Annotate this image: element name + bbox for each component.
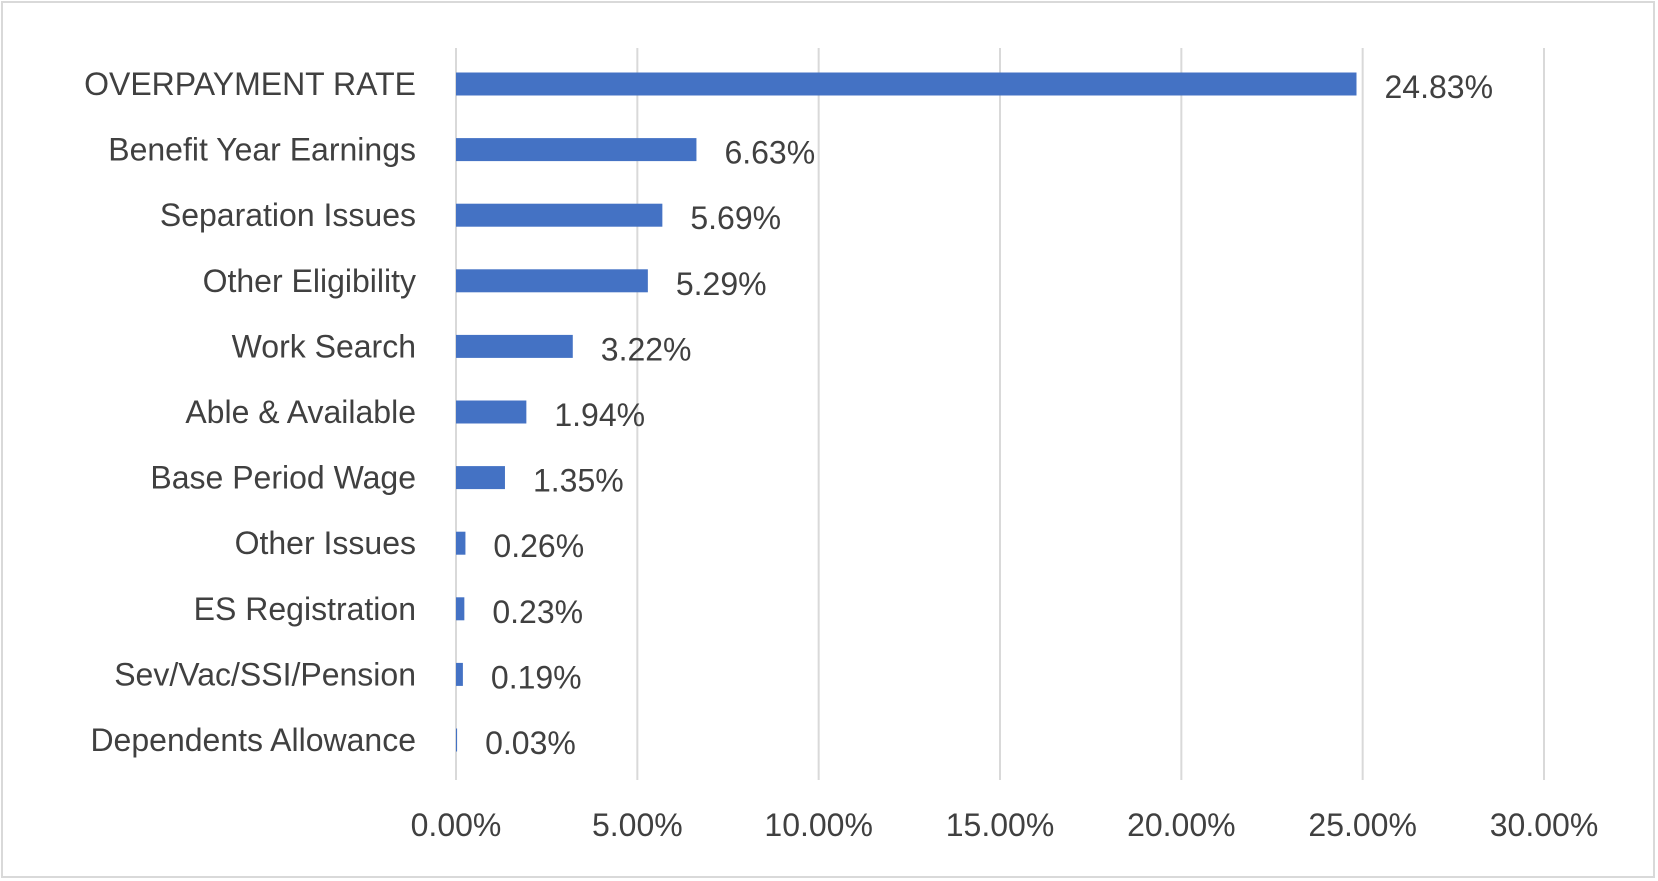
category-label: Other Eligibility [203, 263, 416, 299]
x-tick-label: 5.00% [592, 807, 683, 843]
data-label: 24.83% [1385, 69, 1494, 105]
data-label: 6.63% [724, 135, 815, 171]
bar [456, 334, 573, 358]
bar [456, 662, 463, 686]
gridlines [455, 48, 1545, 780]
x-tick-label: 15.00% [946, 807, 1055, 843]
category-label: Benefit Year Earnings [108, 132, 416, 168]
category-label: Work Search [232, 328, 416, 364]
x-tick-label: 25.00% [1308, 807, 1417, 843]
category-label: Able & Available [185, 394, 416, 430]
category-label: Base Period Wage [150, 460, 416, 496]
bars [456, 72, 1357, 752]
data-label: 1.35% [533, 463, 624, 499]
data-labels: 24.83% 6.63% 5.69% 5.29% 3.22% 1.94% 1.35% 0.26… [485, 69, 1493, 761]
bar [456, 203, 663, 227]
bar [456, 597, 465, 621]
data-label: 0.23% [492, 594, 583, 630]
category-label: Other Issues [235, 525, 416, 561]
data-label: 0.19% [491, 659, 582, 695]
bar [456, 138, 697, 162]
bar [456, 728, 458, 752]
data-label: 0.26% [493, 528, 584, 564]
bar [456, 269, 648, 293]
category-label: ES Registration [194, 591, 416, 627]
data-label: 5.69% [690, 200, 781, 236]
data-label: 0.03% [485, 725, 576, 761]
x-tick-label: 30.00% [1490, 807, 1599, 843]
category-label: OVERPAYMENT RATE [84, 66, 416, 102]
data-label: 1.94% [554, 397, 645, 433]
x-tick-label: 10.00% [764, 807, 873, 843]
data-label: 3.22% [601, 331, 692, 367]
bar [456, 531, 466, 555]
bar [456, 400, 527, 424]
category-label: Dependents Allowance [90, 722, 416, 758]
data-label: 5.29% [676, 266, 767, 302]
bar [456, 72, 1357, 96]
x-tick-label: 0.00% [411, 807, 502, 843]
category-label: Sev/Vac/SSI/Pension [114, 656, 416, 692]
x-axis-tick-labels: 0.00% 5.00% 10.00% 15.00% 20.00% 25.00% 30.00% [411, 807, 1599, 843]
bar [456, 466, 505, 490]
category-label: Separation Issues [160, 197, 416, 233]
x-tick-label: 20.00% [1127, 807, 1236, 843]
category-labels: OVERPAYMENT RATE Benefit Year Earnings Sep… [84, 66, 416, 758]
